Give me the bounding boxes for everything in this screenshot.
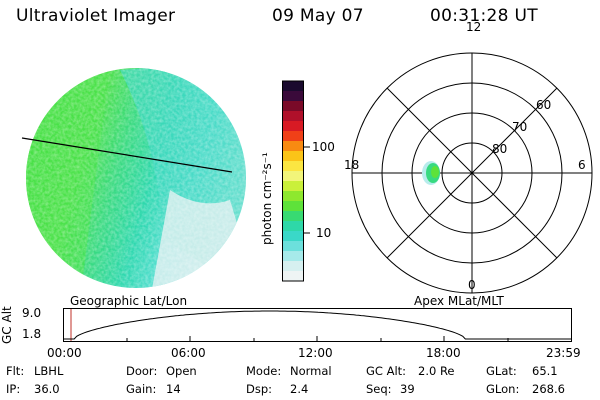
info-gain-value: 14 [166,382,181,396]
polar-aurora-spot [422,161,440,185]
colorbar-segment [282,271,304,282]
mlt-label-0: 0 [468,278,476,292]
lat-label-80: 80 [492,142,508,156]
colorbar-segment [282,251,304,262]
colorbar-segment [282,221,304,232]
info-door-key: Door: [126,364,158,378]
info-dsp-value: 2.4 [290,382,309,396]
colorbar-segment [282,91,304,102]
info-dsp-key: Dsp: [246,382,273,396]
colorbar-segment [282,181,304,192]
mlt-label-6: 6 [578,158,586,172]
colorbar-segment [282,161,304,172]
colorbar-segment [282,241,304,252]
info-glat-key: GLat: [486,364,517,378]
info-mode-key: Mode: [246,364,282,378]
polar-diag-1 [386,87,452,153]
colorbar-tick-label-10: 10 [316,226,332,240]
info-flt-key: Flt: [6,364,25,378]
instrument-title: Ultraviolet Imager [16,6,176,26]
info-flt-value: LBHL [34,364,64,378]
time-label: 00:31:28 UT [430,6,538,26]
info-gcalt-key: GC Alt: [366,364,407,378]
colorbar-segment [282,191,304,202]
info-gcalt-value: 2.0 Re [418,364,455,378]
timeline-frame [63,308,572,342]
polar-diag-3 [492,87,558,153]
info-glon-value: 268.6 [532,382,565,396]
colorbar-segment [282,211,304,222]
info-glat-value: 65.1 [532,364,558,378]
timeline-ytick-9: 9.0 [22,306,42,320]
timeline-xtick-2: 12:00 [298,346,333,360]
info-glon-key: GLon: [486,382,520,396]
colorbar [282,80,310,282]
altitude-curve [64,310,572,340]
info-door-value: Open [166,364,197,378]
colorbar-segment [282,261,304,272]
colorbar-segment [282,101,304,112]
colorbar-segment [282,231,304,242]
polar-panel-title: Apex MLat/MLT [414,294,504,308]
timeline-plot [63,308,572,342]
colorbar-segment [282,151,304,162]
colorbar-frame [282,80,304,282]
colorbar-segment [282,111,304,122]
geographic-image [21,68,246,288]
info-seq-value: 39 [400,382,415,396]
mlt-label-18: 18 [344,158,360,172]
timeline-ytick-1.8: 1.8 [22,327,42,341]
timeline-ylabel: GC Alt [0,306,14,344]
lat-label-70: 70 [512,120,528,134]
info-mode-value: Normal [290,364,332,378]
polar-plot [351,52,593,294]
colorbar-segment [282,131,304,142]
polar-diag-4 [386,193,452,259]
geographic-panel-title: Geographic Lat/Lon [70,294,188,308]
colorbar-segment [282,121,304,132]
timeline-xtick-4: 23:59 [546,346,581,360]
info-ip-key: IP: [6,382,21,396]
mlt-label-12: 12 [466,20,482,34]
colorbar-segment [282,81,304,92]
polar-diag-2 [492,193,558,259]
earth-disc [26,68,246,288]
colorbar-segment [282,171,304,182]
polar-diag-6 [450,151,494,195]
date-label: 09 May 07 [272,6,364,26]
terminator-line [21,137,233,173]
timeline-xtick-0: 00:00 [47,346,82,360]
colorbar-segment [282,141,304,152]
colorbar-tick-label-100: 100 [312,140,335,154]
colorbar-unit-label: photon cm⁻²s⁻¹ [260,152,274,245]
info-seq-key: Seq: [366,382,392,396]
lat-label-60: 60 [536,98,552,112]
timeline-xtick-3: 18:00 [426,346,461,360]
info-gain-key: Gain: [126,382,157,396]
timeline-xtick-1: 06:00 [171,346,206,360]
colorbar-segment [282,201,304,212]
info-ip-value: 36.0 [34,382,60,396]
